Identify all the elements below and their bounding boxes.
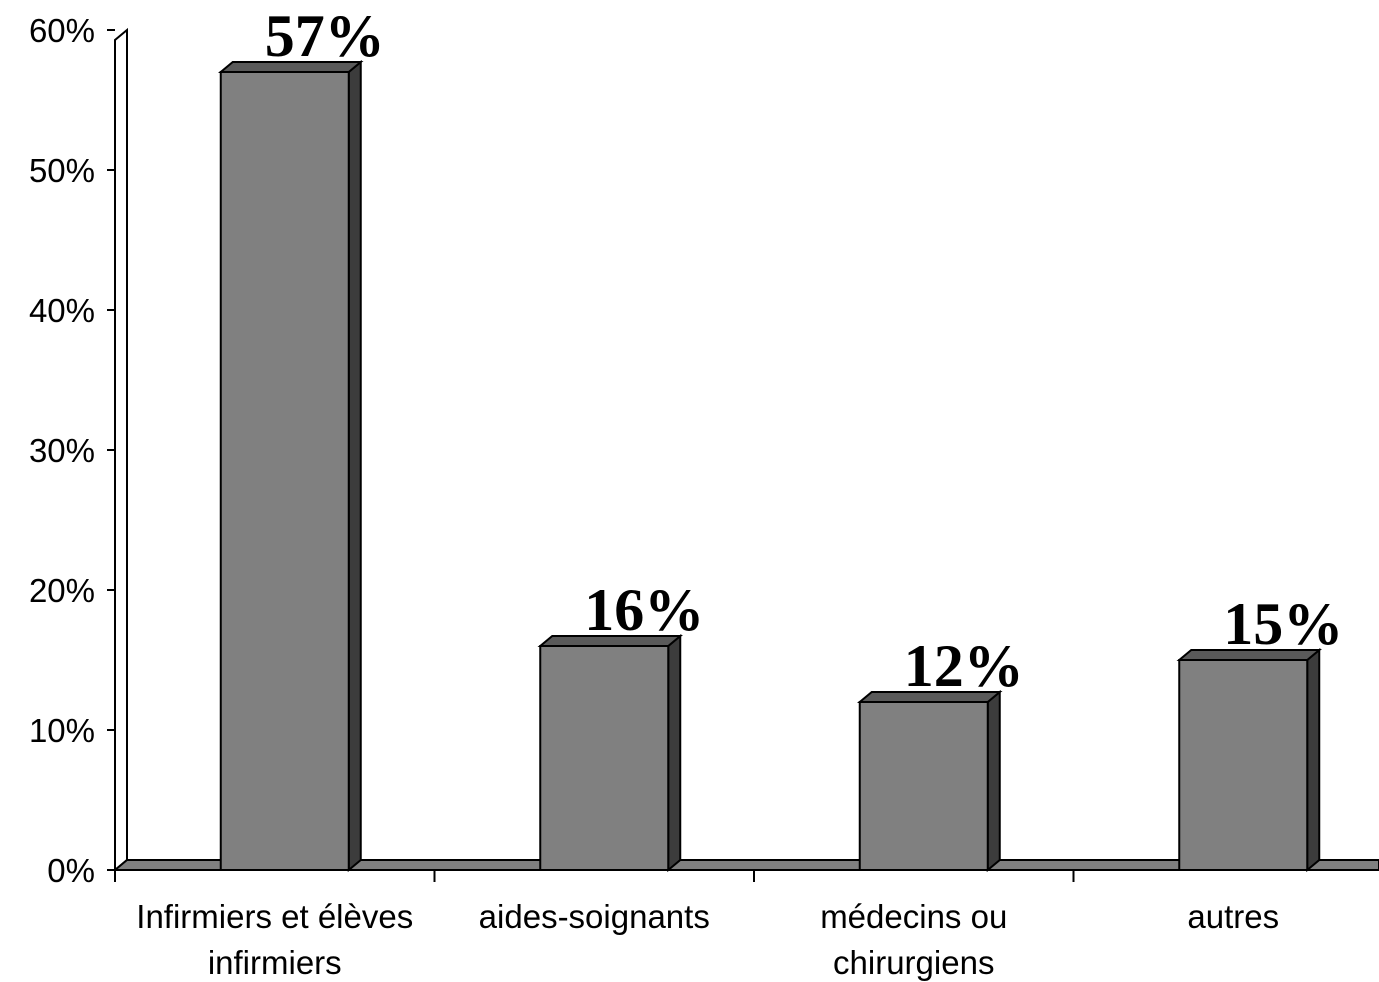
x-axis: Infirmiers et élèves infirmiers aides-soig… (114, 869, 1379, 981)
bar-front (539, 645, 670, 871)
bar (537, 633, 684, 873)
y-tick-label: 40% (29, 292, 95, 329)
chart-walls (114, 27, 128, 873)
y-tick-label: 60% (29, 12, 95, 49)
y-tick-label: 30% (29, 432, 95, 469)
y-tick-label: 50% (29, 152, 95, 189)
bar-front (858, 701, 989, 871)
bar (1176, 647, 1323, 873)
x-tick-label: chirurgiens (833, 944, 994, 981)
bar (217, 59, 364, 873)
bar-side (986, 689, 1001, 873)
data-labels: 57% 16% 12% 15% (265, 3, 1344, 699)
data-label: 15% (1223, 591, 1343, 657)
y-tick-label: 20% (29, 572, 95, 609)
x-tick-label: médecins ou (820, 898, 1007, 935)
x-tick-label: Infirmiers et élèves (136, 898, 413, 935)
bar-series (217, 59, 1323, 873)
data-label: 57% (265, 3, 385, 69)
x-tick-label: aides-soignants (479, 898, 710, 935)
side-wall (114, 27, 128, 873)
bar-side (667, 633, 682, 873)
bar-side (1306, 647, 1321, 873)
x-tick-label: autres (1187, 898, 1279, 935)
y-axis: 0% 10% 20% 30% 40% 50% 60% (29, 12, 116, 889)
y-tick-label: 10% (29, 712, 95, 749)
data-label: 16% (584, 577, 704, 643)
y-tick-label: 0% (47, 852, 95, 889)
bar (856, 689, 1003, 873)
x-tick-label: infirmiers (208, 944, 342, 981)
bar-front (219, 71, 350, 871)
bar-side (347, 59, 362, 873)
bar-front (1178, 659, 1309, 871)
data-label: 12% (904, 633, 1024, 699)
